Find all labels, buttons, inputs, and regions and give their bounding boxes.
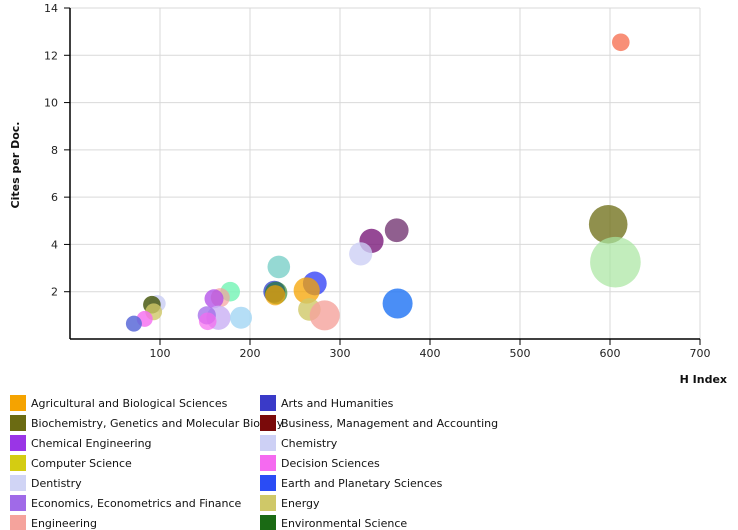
y-axis-label: Cites per Doc. (9, 122, 22, 209)
tick-labels: 100 200 300 400 500 600 700 2 4 6 8 10 12 14 (44, 2, 711, 360)
legend-label: Energy (281, 496, 320, 510)
legend-swatch (10, 495, 26, 511)
data-point (198, 312, 217, 331)
legend-swatch (10, 475, 26, 491)
legend-item: Chemistry (260, 435, 337, 451)
legend-item: Chemical Engineering (10, 435, 152, 451)
x-tick-label: 300 (330, 347, 351, 360)
legend-swatch (10, 455, 26, 471)
legend-label: Biochemistry, Genetics and Molecular Bio… (31, 416, 284, 430)
legend-swatch (260, 415, 276, 431)
legend-label: Environmental Science (281, 516, 408, 530)
legend-item: Economics, Econometrics and Finance (10, 495, 241, 511)
legend-item: Computer Science (10, 455, 132, 471)
legend-label: Chemical Engineering (31, 436, 152, 450)
axes (64, 7, 701, 345)
data-points (125, 33, 641, 332)
x-axis-label: H Index (680, 373, 727, 386)
y-tick-label: 12 (44, 49, 58, 62)
x-tick-label: 200 (240, 347, 261, 360)
legend-item: Energy (260, 495, 320, 511)
legend-swatch (10, 395, 26, 411)
gridlines (70, 7, 701, 339)
data-point (265, 285, 286, 306)
data-point (267, 255, 291, 279)
legend-swatch (260, 395, 276, 411)
y-tick-label: 14 (44, 2, 58, 15)
legend-label: Business, Management and Accounting (281, 416, 499, 430)
data-point (125, 315, 142, 332)
legend: Agricultural and Biological Sciences Arts… (10, 395, 530, 530)
legend-item: Agricultural and Biological Sciences (10, 395, 227, 411)
legend-swatch (260, 495, 276, 511)
data-point (204, 289, 224, 309)
legend-item: Earth and Planetary Sciences (260, 475, 442, 491)
y-tick-label: 8 (51, 144, 58, 157)
legend-item: Environmental Science (260, 515, 407, 530)
legend-item: Arts and Humanities (260, 395, 393, 411)
legend-label: Arts and Humanities (281, 396, 394, 410)
legend-item: Biochemistry, Genetics and Molecular Bio… (10, 415, 283, 431)
legend-item: Business, Management and Accounting (260, 415, 498, 431)
data-point (384, 218, 409, 243)
legend-label: Chemistry (281, 436, 338, 450)
data-point (293, 277, 320, 304)
data-point (588, 205, 628, 244)
x-tick-label: 700 (690, 347, 711, 360)
data-point (349, 242, 373, 266)
y-tick-label: 4 (51, 238, 58, 251)
legend-item: Dentistry (10, 475, 82, 491)
data-point (309, 300, 340, 331)
legend-swatch (260, 455, 276, 471)
x-tick-label: 400 (420, 347, 441, 360)
legend-swatch (260, 515, 276, 530)
legend-item: Decision Sciences (260, 455, 380, 471)
legend-label: Computer Science (31, 456, 132, 470)
legend-label: Economics, Econometrics and Finance (31, 496, 242, 510)
x-tick-label: 500 (510, 347, 531, 360)
y-tick-label: 10 (44, 97, 58, 110)
data-point (612, 33, 630, 52)
legend-swatch (260, 435, 276, 451)
legend-item: Engineering (10, 515, 97, 530)
legend-label: Decision Sciences (281, 456, 380, 470)
y-tick-label: 6 (51, 191, 58, 204)
x-tick-label: 600 (600, 347, 621, 360)
legend-label: Dentistry (31, 476, 82, 490)
y-tick-label: 2 (51, 286, 58, 299)
legend-label: Engineering (31, 516, 97, 530)
data-point (590, 236, 641, 288)
legend-swatch (260, 475, 276, 491)
x-tick-label: 100 (150, 347, 171, 360)
legend-label: Earth and Planetary Sciences (281, 476, 443, 490)
legend-swatch (10, 435, 26, 451)
data-point (382, 288, 413, 319)
legend-swatch (10, 415, 26, 431)
data-point (230, 306, 252, 329)
legend-swatch (10, 515, 26, 530)
legend-label: Agricultural and Biological Sciences (31, 396, 228, 410)
